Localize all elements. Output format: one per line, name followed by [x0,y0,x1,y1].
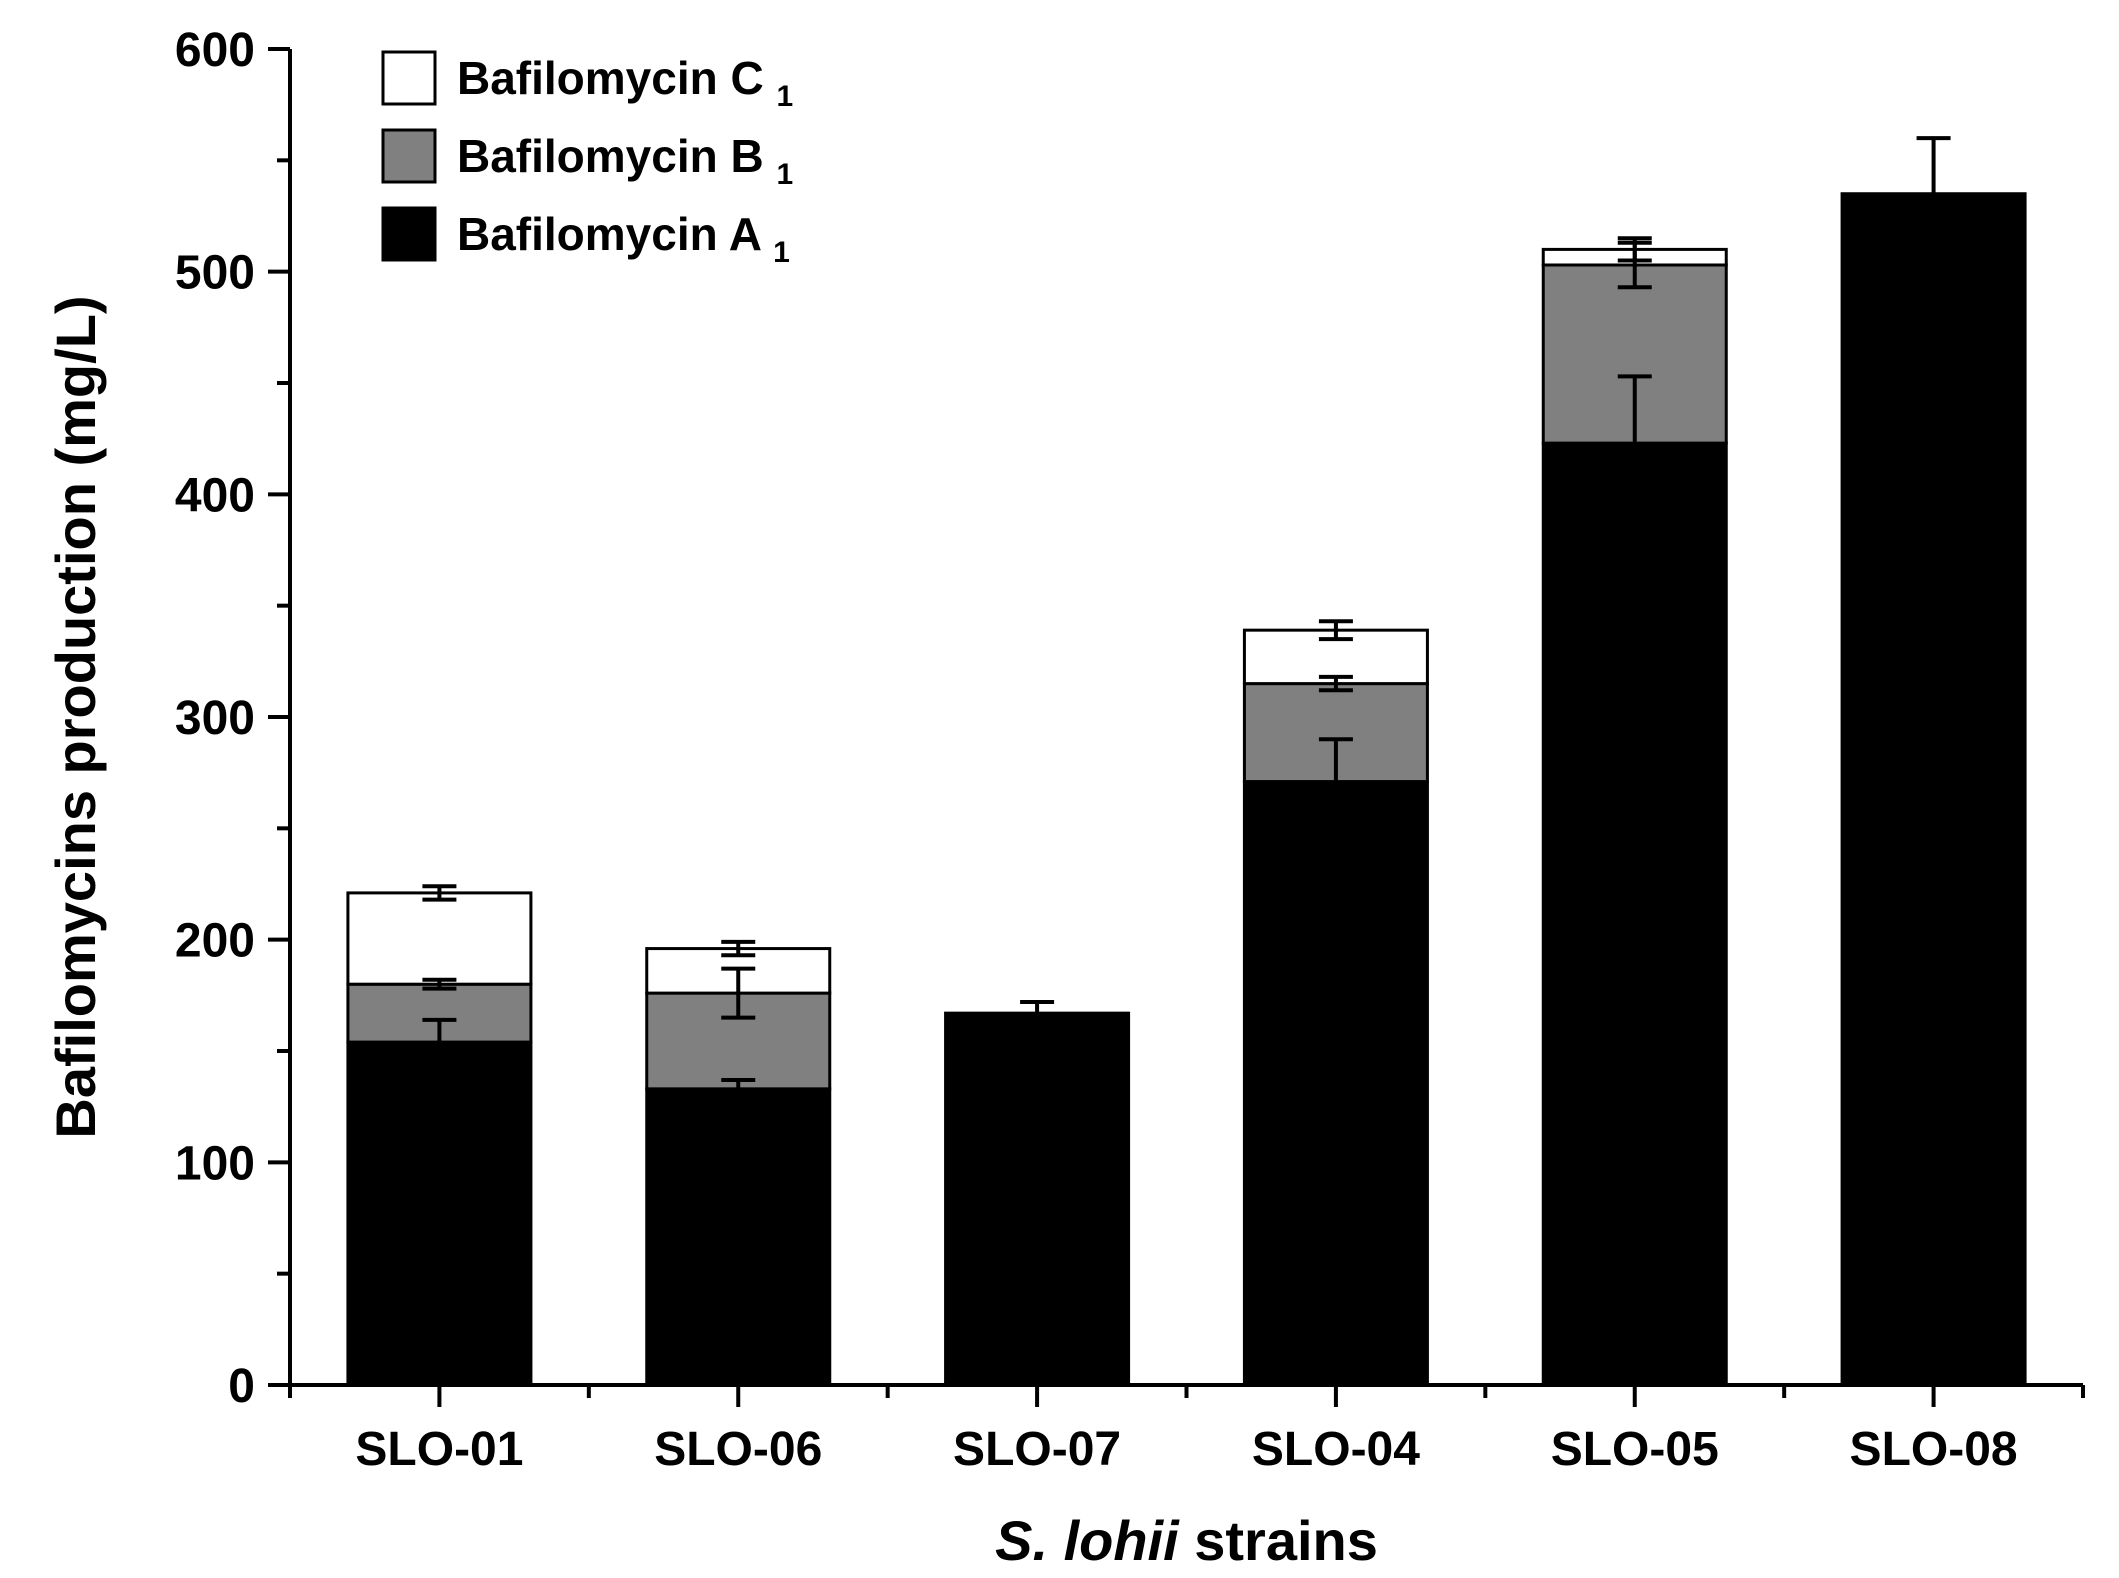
error-bar [721,939,756,958]
error-bar [721,1077,756,1098]
y-tick-label: 500 [175,247,255,300]
x-tick-label: SLO-07 [953,1423,1121,1476]
legend-label: Bafilomycin A 1 [457,208,790,269]
y-axis-title: Bafilomycins production (mg/L) [44,295,107,1138]
x-tick-label: SLO-01 [355,1423,523,1476]
error-bar [721,966,756,1020]
y-tick-label: 200 [175,915,255,968]
error-bars-layer [422,136,1951,1098]
legend-label: Bafilomycin C 1 [457,52,793,113]
y-tick-label: 300 [175,692,255,745]
error-bar [1318,619,1353,642]
error-bar [1617,236,1652,263]
x-tick-label: SLO-08 [1850,1423,2018,1476]
y-tick-label: 100 [175,1137,255,1190]
legend-swatch [381,50,437,106]
legend: Bafilomycin C 1 Bafilomycin B 1 Bafilomyci… [381,50,793,269]
x-tick-label: SLO-04 [1252,1423,1420,1476]
legend-label: Bafilomycin B 1 [457,130,793,191]
error-bar [1020,1000,1055,1025]
bars-layer [346,192,2027,1387]
error-bar [422,884,457,902]
error-bar [1617,374,1652,510]
bar-segment-a1 [1541,441,1728,1387]
error-bar [1318,737,1353,824]
x-axis-title: S. lohii strains [995,1509,1378,1572]
legend-swatch [381,128,437,184]
bar-segment-a1 [1840,192,2027,1387]
error-bar [1916,136,1951,250]
error-bar [1318,674,1353,693]
x-axis-title-italic: S. lohii [995,1509,1180,1572]
ticks-layer: 0 100 200 300 400 500 600 SLO-01 SLO-06 SLO-07 SLO… [175,24,2085,1476]
bar-segment-a1 [1242,780,1429,1387]
error-bar [422,1017,457,1065]
bar-segment-c1 [346,891,533,986]
bar-segment-a1 [346,1040,533,1387]
y-tick-label: 600 [175,24,255,77]
y-tick-label: 400 [175,469,255,522]
bar-segment-a1 [944,1011,1131,1387]
x-tick-label: SLO-05 [1551,1423,1719,1476]
x-tick-label: SLO-06 [654,1423,822,1476]
legend-swatch [381,206,437,262]
y-tick-label: 0 [228,1360,255,1413]
error-bar [422,977,457,991]
bar-segment-a1 [645,1087,832,1387]
x-axis-title-rest: strains [1179,1509,1378,1572]
